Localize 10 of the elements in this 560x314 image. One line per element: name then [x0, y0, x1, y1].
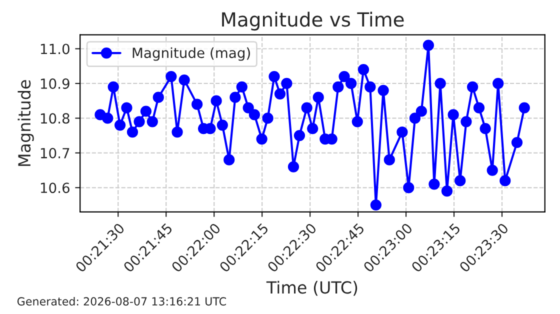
legend-label: Magnitude (mag) [132, 47, 250, 61]
y-tick-label: 10.8 [40, 113, 70, 124]
y-tick-label: 10.7 [40, 148, 70, 158]
y-tick-label: 10.9 [40, 78, 70, 89]
y-tick-label: 10.6 [40, 182, 70, 194]
x-axis-title: Time (UTC) [266, 280, 358, 296]
y-tick-label: 11.0 [40, 44, 70, 54]
y-axis-title: Magnitude [18, 80, 34, 166]
chart-title: Magnitude vs Time [222, 12, 404, 31]
text: Generated: 2026-08-07 13:16:21 UTC [17, 296, 226, 306]
